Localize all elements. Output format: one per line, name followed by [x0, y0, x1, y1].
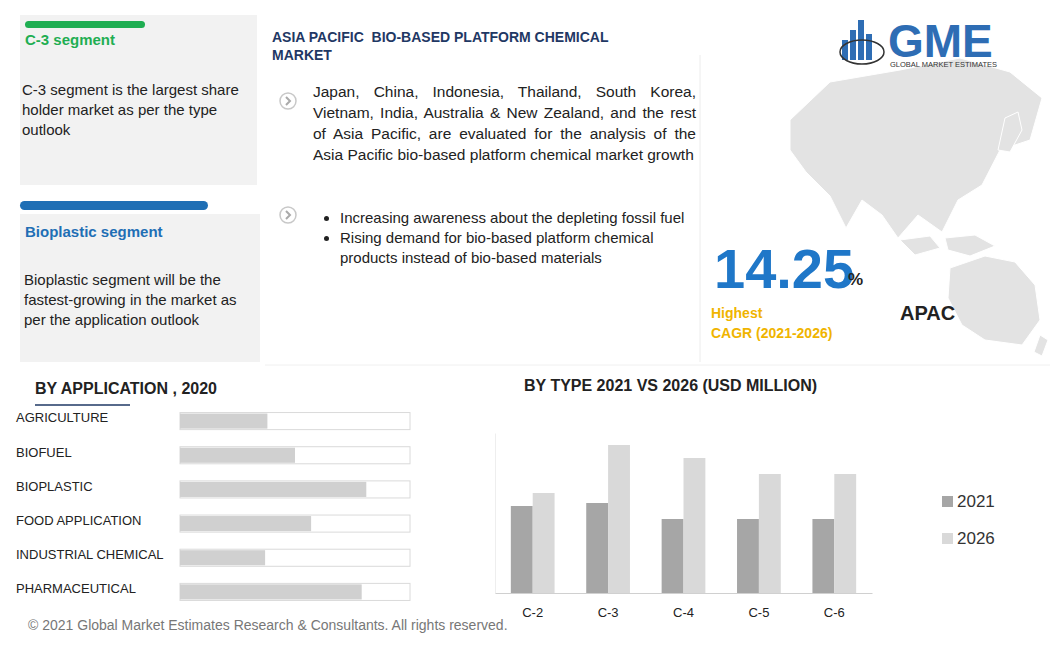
- panel-title: C-3 segment: [25, 31, 255, 48]
- bar: [180, 414, 267, 429]
- legend: 2021 2026: [942, 492, 995, 548]
- bar: [662, 519, 684, 593]
- map-shape: [790, 58, 1042, 238]
- bar-track: [180, 481, 410, 498]
- axis-line: [496, 593, 873, 594]
- bar: [533, 493, 555, 593]
- map-shape: [1034, 335, 1048, 356]
- tick: C-4: [673, 593, 694, 620]
- y-axis: [495, 434, 496, 594]
- bar: [737, 519, 759, 593]
- panel-text: C-3 segment is the largest share holder …: [22, 80, 256, 140]
- cagr-value: 14.25: [714, 237, 854, 300]
- driver-list: Increasing awareness about the depleting…: [313, 208, 700, 268]
- bar-series: [533, 445, 856, 593]
- chart-title: BY APPLICATION , 2020: [35, 380, 217, 397]
- tick: C-2: [522, 593, 543, 620]
- bar: [511, 506, 533, 593]
- chart-title: BY TYPE 2021 VS 2026 (USD MILLION): [524, 377, 817, 394]
- tick-label: INDUSTRIAL CHEMICAL: [16, 547, 164, 562]
- bars: [511, 445, 856, 593]
- bar: [684, 458, 706, 593]
- tick: C-3: [598, 593, 619, 620]
- bar: [180, 448, 295, 463]
- legend-swatch: [942, 533, 953, 544]
- bar-track: [180, 447, 410, 464]
- map-shape: [948, 256, 1040, 345]
- bar-tracks: [180, 413, 410, 601]
- tick-label: FOOD APPLICATION: [16, 513, 141, 528]
- tick: BIOFUEL: [16, 445, 180, 460]
- cagr-label: CAGR (2021-2026): [711, 325, 832, 341]
- tick: AGRICULTURE: [16, 410, 180, 425]
- bar: [759, 474, 781, 593]
- map-shape: [900, 236, 940, 255]
- bar: [586, 503, 608, 593]
- driver-item: Rising demand for bio-based platform che…: [340, 228, 700, 268]
- canvas: GMEGLOBAL MARKET ESTIMATES 14.25% Highest C…: [0, 0, 1057, 646]
- bar: [180, 482, 366, 497]
- bar-track: [180, 515, 410, 532]
- tick: BIOPLASTIC: [16, 479, 180, 494]
- bar-track: [180, 549, 410, 566]
- cagr-unit: %: [848, 270, 863, 289]
- legend-swatch: [942, 496, 953, 507]
- y-axis: AGRICULTURE BIOFUEL BIOPLASTIC FOOD APPLICA…: [16, 405, 181, 610]
- bar: [180, 584, 362, 599]
- title-underline: [35, 404, 130, 406]
- map: [790, 58, 1048, 356]
- tick-label: C-5: [748, 605, 769, 620]
- tick-label: C-4: [673, 605, 694, 620]
- panel-title: Bioplastic segment: [25, 223, 255, 240]
- separator: [700, 55, 701, 362]
- bar: [180, 550, 265, 565]
- countries-text: Japan, China, Indonesia, Thailand, South…: [313, 81, 696, 165]
- bar: [812, 519, 834, 593]
- tick-label: C-3: [598, 605, 619, 620]
- axis-line: [180, 405, 181, 610]
- driver-item: Increasing awareness about the depleting…: [340, 208, 700, 228]
- tick: C-6: [824, 593, 845, 620]
- logo-name: GLOBAL MARKET ESTIMATES: [890, 60, 997, 69]
- tick-label: BIOPLASTIC: [16, 479, 93, 494]
- tick: INDUSTRIAL CHEMICAL: [16, 547, 180, 562]
- bars: [180, 414, 366, 600]
- cagr-label: Highest: [711, 305, 763, 321]
- region-label: APAC: [900, 302, 955, 324]
- bar-track: [180, 583, 410, 600]
- tick-label: C-2: [522, 605, 543, 620]
- tick-label: BIOFUEL: [16, 445, 72, 460]
- map-shape: [998, 112, 1022, 152]
- tick-label: PHARMACEUTICAL: [16, 581, 136, 596]
- bar-series: [511, 503, 834, 593]
- tick-label: AGRICULTURE: [16, 410, 109, 425]
- bar: [834, 474, 856, 593]
- bar: [608, 445, 630, 593]
- axis-line: [495, 434, 496, 594]
- page-title: ASIA PACIFIC BIO-BASED PLATFORM CHEMICAL…: [272, 28, 652, 64]
- separator: [265, 365, 1050, 366]
- bar: [180, 516, 311, 531]
- tick: PHARMACEUTICAL: [16, 581, 180, 596]
- legend-label: 2026: [957, 529, 995, 548]
- legend-label: 2021: [957, 492, 995, 511]
- tick: FOOD APPLICATION: [16, 513, 180, 528]
- map-shape: [945, 235, 995, 256]
- logo: GMEGLOBAL MARKET ESTIMATES: [840, 15, 997, 69]
- bullet-icon: [280, 93, 296, 109]
- bullet-icon: [280, 207, 296, 223]
- x-axis: C-2 C-3 C-4 C-5 C-6: [496, 593, 873, 620]
- bar-track: [180, 413, 410, 430]
- tick-label: C-6: [824, 605, 845, 620]
- tick: C-5: [748, 593, 769, 620]
- panel-text: Bioplastic segment will be the fastest-g…: [24, 270, 258, 330]
